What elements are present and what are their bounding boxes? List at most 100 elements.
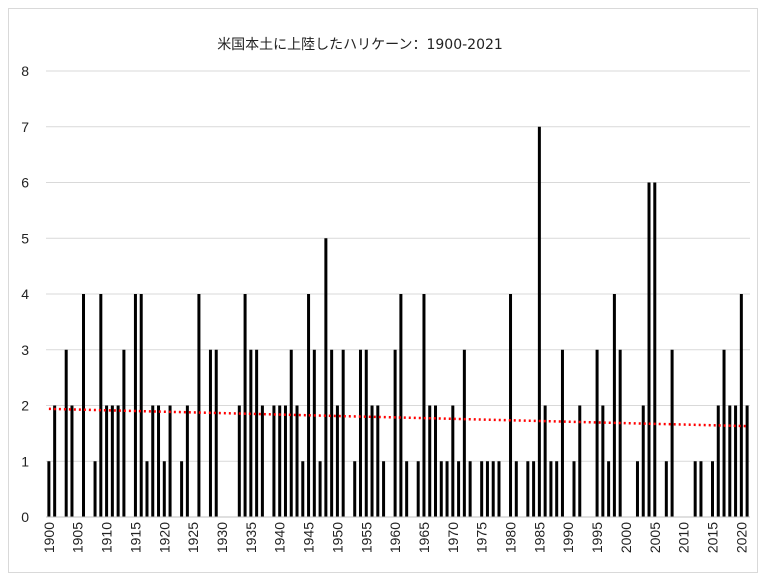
bar [335,405,339,517]
x-tick-label: 1910 [99,522,115,553]
bar [307,294,311,517]
bar [237,405,241,517]
x-tick-label: 1955 [358,522,374,553]
bar [133,294,137,517]
bar [595,349,599,517]
y-tick-label: 5 [21,230,29,246]
bar [185,405,189,517]
bar [480,461,484,517]
x-axis-ticks: 1900 1905 1910 1915 1920 1925 1930 1935 1940 1945… [41,522,749,553]
bar [145,461,149,517]
y-tick-label: 0 [21,509,29,525]
x-tick-label: 2015 [704,522,720,553]
bar [399,294,403,517]
bar [301,461,305,517]
bar [197,294,201,517]
bar [393,349,397,517]
bar [405,461,409,517]
bar [278,405,282,517]
bar [151,405,155,517]
y-tick-label: 8 [21,63,29,79]
bar [572,461,576,517]
bar [439,461,443,517]
bar [208,349,212,517]
x-tick-label: 1990 [560,522,576,553]
bar [82,294,86,517]
bar [243,294,247,517]
grid-lines [46,70,750,462]
x-tick-label: 1945 [301,522,317,553]
bar [618,349,622,517]
bar [699,461,703,517]
x-tick-label: 2020 [733,522,749,553]
x-tick-label: 1970 [445,522,461,553]
bar [249,349,253,517]
bar [53,405,57,517]
x-tick-label: 1995 [589,522,605,553]
bar [641,405,645,517]
x-tick-label: 1985 [531,522,547,553]
bar [434,405,438,517]
x-tick-label: 1960 [387,522,403,553]
bar [422,294,426,517]
x-tick-label: 1920 [156,522,172,553]
x-tick-label: 1930 [214,522,230,553]
bar [601,405,605,517]
bar [543,405,547,517]
bar [445,461,449,517]
bar [647,182,651,517]
bar [578,405,582,517]
bar [532,461,536,517]
y-tick-label: 1 [21,453,29,469]
bar [728,405,732,517]
bar [560,349,564,517]
bar [283,405,287,517]
bar [745,405,749,517]
bar [370,405,374,517]
bar [549,461,553,517]
bar [358,349,362,517]
bar [318,461,322,517]
trend-line [48,407,748,428]
bar [555,461,559,517]
bar [710,461,714,517]
bar [382,461,386,517]
bar [180,461,184,517]
bar [497,461,501,517]
x-tick-label: 1935 [243,522,259,553]
bar [255,349,259,517]
x-tick-label: 1900 [41,522,57,553]
x-tick-label: 1905 [70,522,86,553]
bar [664,461,668,517]
bar [468,461,472,517]
bar [653,182,657,517]
bar [122,349,126,517]
bar [670,349,674,517]
bar [353,461,357,517]
bar [272,405,276,517]
bar [260,405,264,517]
bar [722,349,726,517]
y-tick-label: 3 [21,342,29,358]
bar [312,349,316,517]
y-axis-ticks: 0 1 2 3 4 5 6 7 8 [21,63,29,525]
chart-title: 米国本土に上陸したハリケーン：1900-2021 [217,37,503,53]
bar [162,461,166,517]
bar [364,349,368,517]
bars [47,126,749,517]
y-tick-label: 6 [21,175,29,191]
x-tick-label: 1940 [272,522,288,553]
bar [734,405,738,517]
bar [157,405,161,517]
bar [526,461,530,517]
x-tick-label: 2000 [618,522,634,553]
bar [612,294,616,517]
bar [607,461,611,517]
bar [168,405,172,517]
x-tick-label: 1925 [185,522,201,553]
bar [324,238,328,517]
bar [110,405,114,517]
x-tick-label: 2010 [676,522,692,553]
bar [693,461,697,517]
